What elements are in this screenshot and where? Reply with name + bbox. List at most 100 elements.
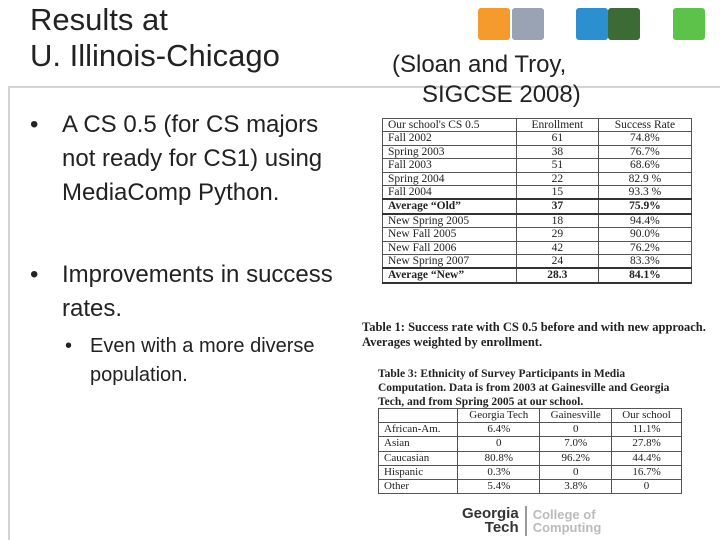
citation: (Sloan and Troy, SIGCSE 2008) xyxy=(392,50,581,110)
table1-cell: 94.4% xyxy=(597,213,693,229)
table-row: Spring 2004 22 82.9 % xyxy=(382,171,693,187)
citation-line1: (Sloan and Troy, xyxy=(392,51,567,78)
table1-cell: New Fall 2005 xyxy=(382,227,517,242)
logo-divider xyxy=(524,506,527,536)
table1-cell: 24 xyxy=(515,254,599,269)
table3-cell: 0 xyxy=(539,464,613,481)
table1-cell: Average “Old” xyxy=(382,198,517,215)
table3-cell: 6.4% xyxy=(457,422,541,438)
table1-cell: New Fall 2006 xyxy=(382,240,517,256)
table3-header: Gainesville xyxy=(539,407,613,424)
table1-cell: Spring 2003 xyxy=(382,144,517,160)
table3-header: Georgia Tech xyxy=(457,407,541,424)
table1-cell: 76.2% xyxy=(597,240,693,256)
table1-cell: 28.3 xyxy=(515,267,599,284)
table1-cell: 76.7% xyxy=(597,144,693,160)
citation-line2: SIGCSE 2008) xyxy=(422,81,581,108)
table3-cell: Hispanic xyxy=(377,464,459,481)
table1-header: Enrollment xyxy=(515,117,599,133)
table1-cell: 74.8% xyxy=(597,131,693,146)
table1-cell: 75.9% xyxy=(597,198,693,215)
table3-cell: Other xyxy=(377,479,459,495)
table1-cell: Fall 2004 xyxy=(382,185,517,200)
table-row: Asian 0 7.0% 27.8% xyxy=(377,436,682,452)
table3-cell: 11.1% xyxy=(611,422,682,438)
frame-line-top xyxy=(8,86,720,88)
slide-title-line2: U. Illinois-Chicago xyxy=(30,38,280,73)
table-row: African-Am. 6.4% 0 11.1% xyxy=(377,422,682,438)
logo-text-college-of: College of xyxy=(532,507,596,522)
table1-success-rates: Our school's CS 0.5 Enrollment Success R… xyxy=(382,117,693,284)
frame-line-left xyxy=(8,86,10,540)
table1-caption: Table 1: Success rate with CS 0.5 before… xyxy=(362,320,706,349)
georgia-tech-logo: Georgia Tech College of Computing xyxy=(462,506,601,536)
table-row: Caucasian 80.8% 96.2% 44.4% xyxy=(377,450,682,466)
table1-cell: 38 xyxy=(515,144,599,160)
slide-title-line1: Results at xyxy=(30,2,168,37)
logo-left: Georgia Tech xyxy=(462,505,525,536)
table-row: Fall 2002 61 74.8% xyxy=(382,131,693,146)
table3-cell: 44.4% xyxy=(611,450,682,466)
table1-cell: New Spring 2005 xyxy=(382,213,517,229)
bullet-list: A CS 0.5 (for CS majors not ready for CS… xyxy=(30,108,350,390)
table1-cell: Fall 2002 xyxy=(382,131,517,146)
table1-header: Our school's CS 0.5 xyxy=(382,117,517,133)
table3-cell: 27.8% xyxy=(611,436,682,452)
table1-cell: Spring 2004 xyxy=(382,171,517,187)
table-row: New Fall 2005 29 90.0% xyxy=(382,227,693,242)
table1-cell: 93.3 % xyxy=(597,185,693,200)
table3-cell: 5.4% xyxy=(457,479,541,495)
header-square-orange xyxy=(478,8,510,40)
table3-cell: Asian xyxy=(377,436,459,452)
table1-average-old-row: Average “Old” 37 75.9% xyxy=(382,198,693,215)
table3-cell: 0 xyxy=(539,422,613,438)
table3-header-row: Georgia Tech Gainesville Our school xyxy=(377,407,682,424)
slide-title: Results at U. Illinois-Chicago xyxy=(30,2,280,74)
table-row: New Spring 2007 24 83.3% xyxy=(382,254,693,269)
table-row: New Spring 2005 18 94.4% xyxy=(382,213,693,229)
table3-header: Our school xyxy=(611,407,682,424)
table1-header: Success Rate xyxy=(597,117,693,133)
table1-cell: 84.1% xyxy=(597,267,693,284)
table3-cell: 96.2% xyxy=(539,450,613,466)
table1-cell: 83.3% xyxy=(597,254,693,269)
table3-cell: 80.8% xyxy=(457,450,541,466)
table1-cell: 51 xyxy=(515,158,599,173)
table3-cell: Caucasian xyxy=(377,450,459,466)
header-square-blue xyxy=(576,8,608,40)
table-row: Fall 2003 51 68.6% xyxy=(382,158,693,173)
table1-cell: 68.6% xyxy=(597,158,693,173)
sub-bullet-diverse: Even with a more diverse population. xyxy=(30,332,350,390)
table3-header xyxy=(377,407,459,424)
table1-cell: 29 xyxy=(515,227,599,242)
table1-cell: New Spring 2007 xyxy=(382,254,517,269)
table1-cell: 42 xyxy=(515,240,599,256)
table3-ethnicity: Georgia Tech Gainesville Our school Afri… xyxy=(377,407,682,495)
table1-cell: 37 xyxy=(515,198,599,215)
table1-cell: 90.0% xyxy=(597,227,693,242)
table1-cell: 61 xyxy=(515,131,599,146)
table1-cell: 22 xyxy=(515,171,599,187)
table1-cell: 18 xyxy=(515,213,599,229)
table-row: New Fall 2006 42 76.2% xyxy=(382,240,693,256)
table3-cell: 16.7% xyxy=(611,464,682,481)
header-square-photo xyxy=(512,8,544,40)
table1-average-new-row: Average “New” 28.3 84.1% xyxy=(382,267,693,284)
table3-cell: 0.3% xyxy=(457,464,541,481)
header-square-dark-green xyxy=(608,8,640,40)
bullet-improvements: Improvements in success rates. xyxy=(30,258,350,326)
table3-cell: 7.0% xyxy=(539,436,613,452)
logo-text-georgia: Georgia xyxy=(462,505,519,522)
table3-caption: Table 3: Ethnicity of Survey Participant… xyxy=(378,368,670,408)
table1-cell: Average “New” xyxy=(382,267,517,284)
table1-cell: 15 xyxy=(515,185,599,200)
logo-right: College of Computing xyxy=(527,508,602,534)
table-row: Spring 2003 38 76.7% xyxy=(382,144,693,160)
table3-cell: 3.8% xyxy=(539,479,613,495)
table1-header-row: Our school's CS 0.5 Enrollment Success R… xyxy=(382,117,693,133)
logo-text-computing: Computing xyxy=(532,520,602,535)
table-row: Hispanic 0.3% 0 16.7% xyxy=(377,464,682,481)
table3-cell: African-Am. xyxy=(377,422,459,438)
table1-cell: Fall 2003 xyxy=(382,158,517,173)
logo-text-tech: Tech xyxy=(484,519,519,536)
